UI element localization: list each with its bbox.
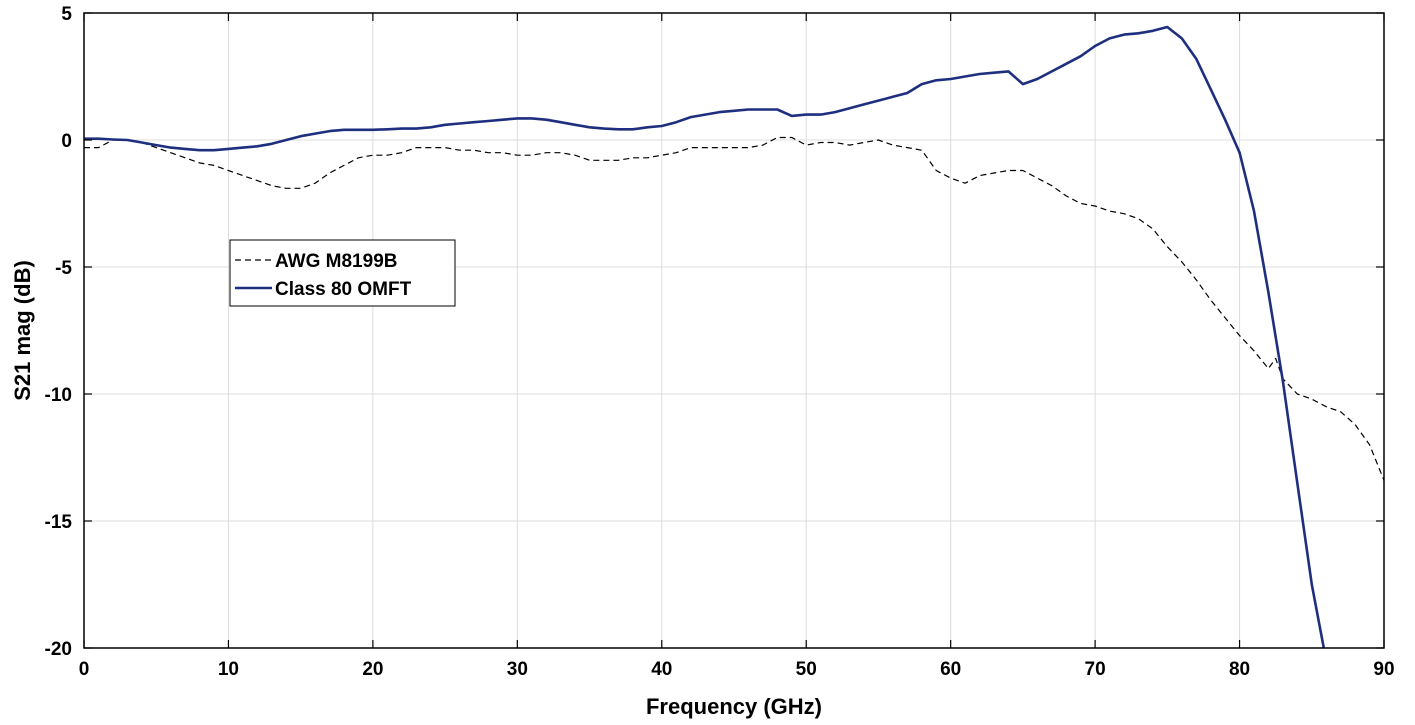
legend-label-omft: Class 80 OMFT xyxy=(275,279,412,300)
x-tick-label: 0 xyxy=(79,659,90,680)
y-axis-title: S21 mag (dB) xyxy=(10,260,35,401)
y-tick-label: -15 xyxy=(45,512,73,533)
y-tick-label: 5 xyxy=(61,4,72,25)
x-tick-label: 10 xyxy=(218,659,239,680)
x-tick-label: 50 xyxy=(796,659,817,680)
x-tick-label: 40 xyxy=(651,659,672,680)
x-tick-label: 70 xyxy=(1085,659,1106,680)
plot-frame xyxy=(83,12,1385,649)
series-lines xyxy=(84,25,1384,648)
x-tick-label: 20 xyxy=(362,659,383,680)
legend-label-awg: AWG M8199B xyxy=(275,251,397,272)
x-tick-label: 80 xyxy=(1229,659,1250,680)
grid-lines xyxy=(83,12,1385,649)
y-tick-label: -5 xyxy=(55,258,72,279)
y-tick-label: -20 xyxy=(45,639,72,660)
x-tick-label: 90 xyxy=(1373,659,1394,680)
y-tick-label: -10 xyxy=(45,385,72,406)
series-line-class-80-omft xyxy=(84,25,1326,648)
legend: AWG M8199B Class 80 OMFT xyxy=(229,239,456,307)
x-axis-title: Frequency (GHz) xyxy=(646,694,822,719)
series-line-awg-m8199b xyxy=(84,136,1384,481)
x-tick-label: 30 xyxy=(507,659,528,680)
x-tick-label: 60 xyxy=(940,659,961,680)
y-tick-label: 0 xyxy=(61,131,72,152)
legend-box xyxy=(229,239,456,307)
